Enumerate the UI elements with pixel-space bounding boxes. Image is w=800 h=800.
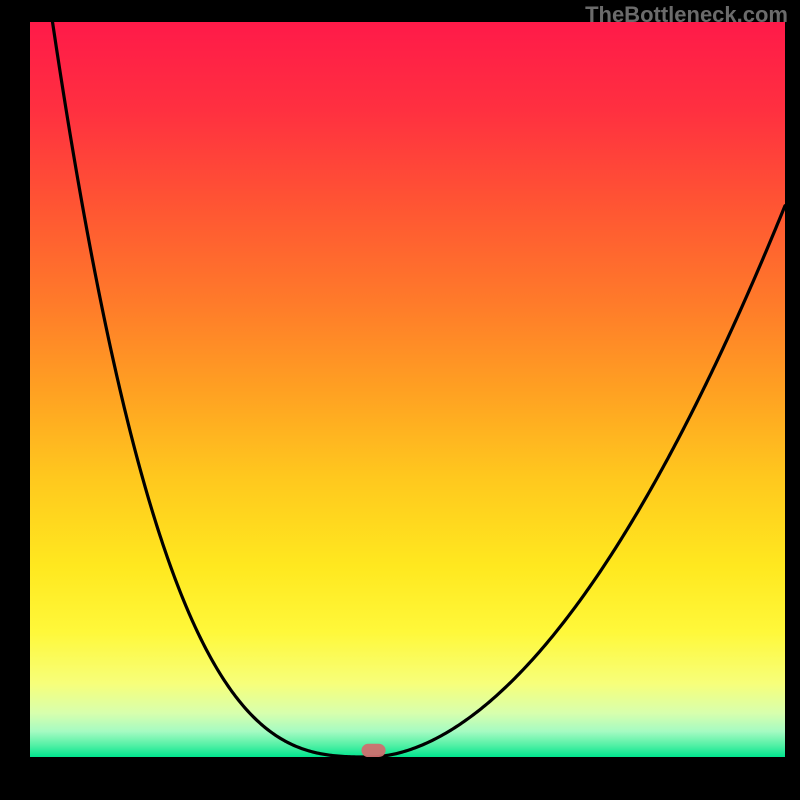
plot-background [30, 22, 785, 757]
watermark-text: TheBottleneck.com [585, 2, 788, 28]
optimal-point-marker [361, 744, 385, 757]
bottleneck-chart [30, 22, 785, 757]
chart-frame: TheBottleneck.com [0, 0, 800, 800]
